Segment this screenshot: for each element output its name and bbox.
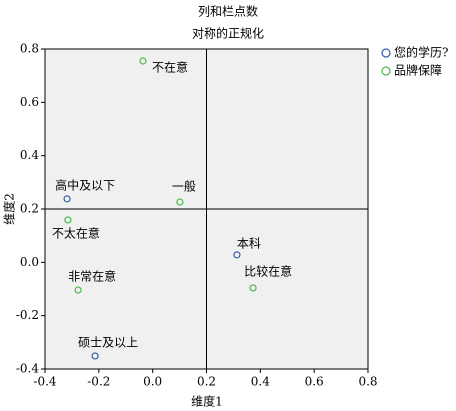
x-axis-label: 维度1 bbox=[191, 394, 223, 409]
point-label: 不太在意 bbox=[52, 225, 100, 240]
point-label: 一般 bbox=[172, 179, 196, 194]
point-label: 比较在意 bbox=[244, 263, 292, 278]
point-label: 硕士及以上 bbox=[78, 335, 138, 349]
y-tick-label: -0.4 bbox=[16, 362, 40, 376]
point-label: 本科 bbox=[237, 236, 261, 250]
point bbox=[64, 216, 72, 224]
y-tick-label: 0.2 bbox=[20, 202, 39, 216]
y-tick-label: -0.2 bbox=[16, 308, 39, 322]
legend-label: 品牌保障 bbox=[394, 63, 442, 78]
point-label: 非常在意 bbox=[68, 269, 116, 284]
x-tick-label: 0.2 bbox=[197, 375, 216, 389]
y-tick-label: 0.0 bbox=[20, 255, 39, 269]
point bbox=[139, 57, 147, 65]
y-tick-label: 0.6 bbox=[20, 95, 39, 109]
legend-marker bbox=[381, 48, 391, 58]
x-tick-label: -0.2 bbox=[87, 375, 110, 389]
chart-title: 列和栏点数 bbox=[198, 4, 258, 19]
legend-marker bbox=[381, 66, 391, 76]
point bbox=[233, 251, 241, 259]
point bbox=[63, 195, 71, 203]
x-tick-label: 0.8 bbox=[358, 375, 377, 389]
y-tick-label: 0.8 bbox=[20, 42, 39, 56]
x-tick-label: 0.6 bbox=[305, 375, 324, 389]
point bbox=[91, 352, 99, 360]
x-tick-label: -0.4 bbox=[33, 375, 57, 389]
x-tick-label: 0.0 bbox=[143, 375, 162, 389]
legend-label: 您的学历? bbox=[394, 45, 448, 60]
y-tick-label: 0.4 bbox=[20, 148, 39, 162]
chart-subtitle: 对称的正规化 bbox=[192, 26, 264, 41]
point-label: 高中及以下 bbox=[55, 177, 115, 192]
y-axis-label: 维度2 bbox=[2, 193, 17, 225]
x-tick-label: 0.4 bbox=[251, 375, 270, 389]
point bbox=[176, 198, 184, 206]
point bbox=[249, 284, 257, 292]
point-label: 不在意 bbox=[152, 60, 188, 75]
point bbox=[74, 286, 82, 294]
